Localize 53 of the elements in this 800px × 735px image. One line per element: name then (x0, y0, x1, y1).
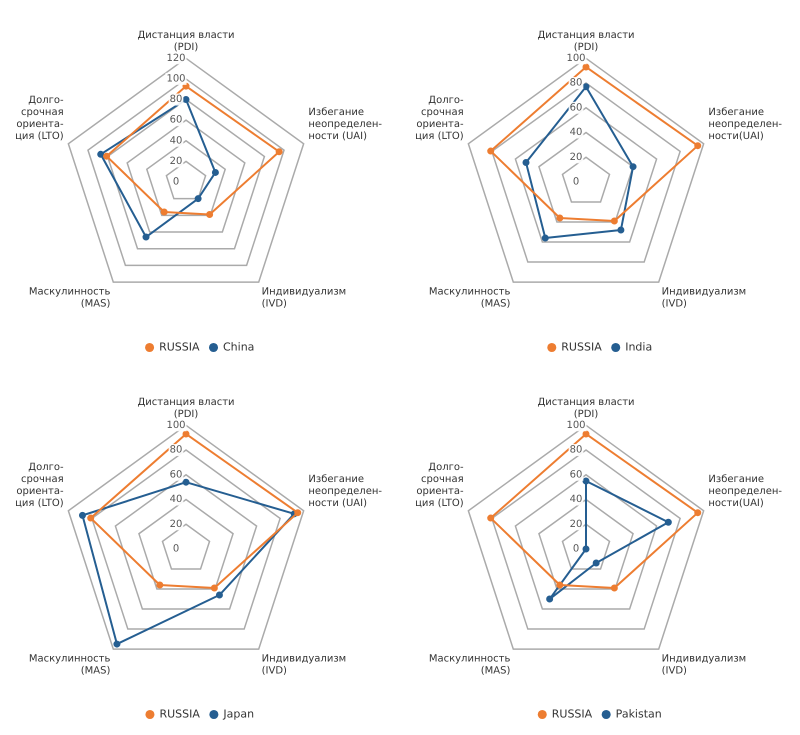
spoke-label: Дистанция власти (PDI) (137, 30, 235, 53)
spoke-label: Долго- срочная ориента- ция (LTO) (15, 94, 64, 142)
y-tick-label: 40 (570, 494, 582, 506)
spoke-label: Индивидуализм (IVD) (262, 286, 346, 310)
legend-label: RUSSIA (159, 707, 200, 720)
spoke-label: Дистанция власти (PDI) (137, 396, 235, 420)
spoke-label: Дистанция власти (PDI) (537, 30, 635, 53)
legend-label: RUSSIA (561, 340, 602, 354)
spoke-label: Маскулинность (MAS) (428, 654, 510, 677)
y-tick-label: 0 (572, 544, 580, 555)
y-tick-label: 100 (166, 420, 186, 431)
spoke-label: Маскулинность (MAS) (28, 286, 110, 310)
y-tick-label: 20 (170, 156, 182, 167)
y-tick-label: 60 (170, 114, 182, 126)
legend-label: Japan (222, 707, 254, 720)
y-tick-label: 0 (572, 176, 580, 188)
y-tick-label: 80 (170, 444, 182, 456)
y-tick-label: 120 (166, 52, 186, 64)
legend-label: RUSSIA (159, 340, 200, 354)
y-tick-label: 80 (570, 444, 582, 456)
y-tick-label: 0 (172, 544, 180, 555)
y-tick-label: 20 (170, 518, 182, 530)
legend-label: India (625, 340, 652, 354)
spoke-label: Индивидуализм (IVD) (662, 286, 746, 310)
legend-label: China (223, 340, 254, 354)
y-tick-label: 60 (170, 469, 182, 480)
y-tick-label: 100 (166, 74, 186, 85)
spoke-label: Дистанция власти (PDI) (537, 396, 635, 420)
y-tick-label: 40 (570, 127, 582, 138)
y-tick-label: 40 (170, 494, 182, 506)
y-tick-label: 60 (570, 102, 582, 114)
spoke-label: Избегание неопределен- ности (UAI) (308, 474, 382, 509)
spoke-label: Индивидуализм (IVD) (262, 654, 346, 677)
y-tick-label: 100 (566, 52, 586, 64)
spoke-label: Избегание неопределен- ности (UAI) (308, 106, 382, 142)
spoke-label: Индивидуализм (IVD) (662, 654, 746, 677)
y-tick-label: 100 (566, 420, 586, 431)
legend-label: RUSSIA (552, 707, 593, 720)
spoke-label: Маскулинность (MAS) (428, 286, 510, 310)
spoke-label: Долго- срочная ориента- ция (LTO) (415, 94, 464, 142)
y-tick-label: 20 (570, 518, 582, 530)
spoke-label: Долго- срочная ориента- ция (LTO) (15, 462, 64, 509)
y-tick-label: 20 (570, 152, 582, 163)
spoke-label: Маскулинность (MAS) (28, 654, 110, 677)
spoke-label: Избегание неопределен- ности(UAI) (708, 474, 782, 509)
spoke-label: Долго- срочная ориента- ция (LTO) (415, 462, 464, 509)
y-tick-label: 40 (170, 135, 182, 146)
y-tick-label: 60 (570, 469, 582, 480)
y-tick-label: 80 (570, 78, 582, 89)
y-tick-label: 0 (172, 176, 180, 188)
spoke-label: Избегание неопределен- ности(UAI) (708, 106, 782, 142)
y-tick-label: 80 (170, 94, 182, 106)
legend-label: Pakistan (616, 707, 662, 720)
